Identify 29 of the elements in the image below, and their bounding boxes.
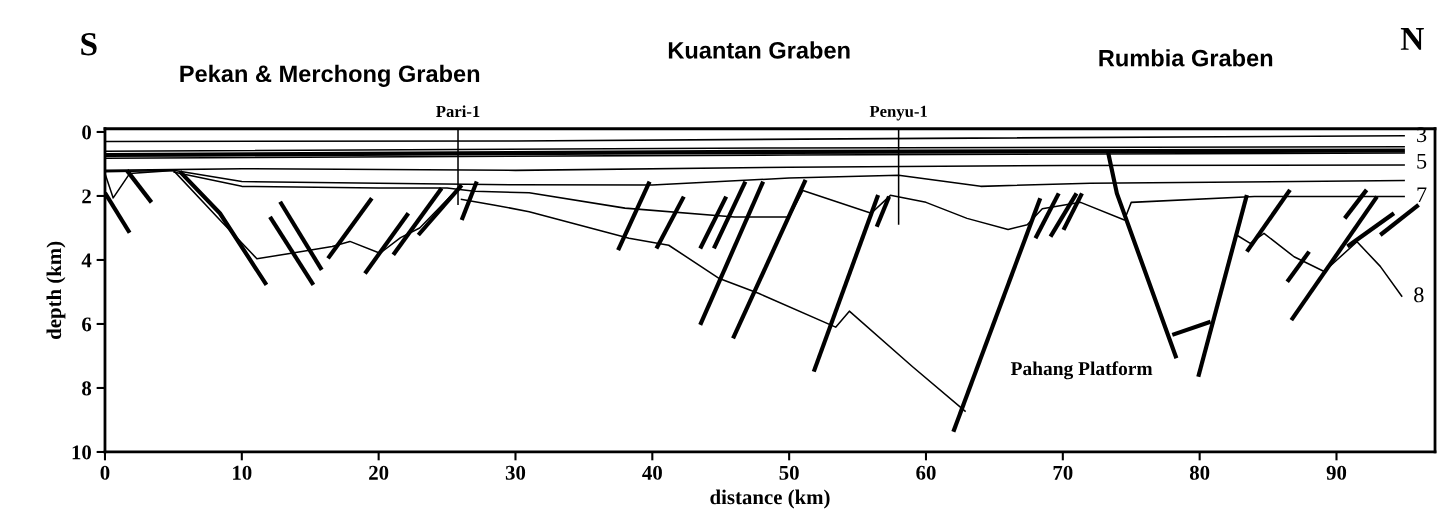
x-tick-label: 30 [505,465,526,480]
y-tick-label: 8 [82,381,92,396]
text: Pekan & Merchong Graben [180,64,480,87]
x-tick-label: 90 [1326,465,1347,480]
x-tick-label: 40 [642,465,662,480]
x-tick-label: 50 [779,465,799,480]
x-tick-label: 20 [369,465,389,480]
series-label: Penyu-1 [869,105,927,121]
y-tick-label: 0 [82,125,91,140]
series-label: 5 [1417,153,1427,169]
annotation: Pahang Platform [1010,361,1153,380]
y-axis-title: depth (km) [46,241,66,340]
y-tick-label: 6 [82,317,92,332]
x-tick-label: 60 [916,465,936,480]
x-tick-label: 70 [1053,465,1073,480]
series-label: 8 [1414,287,1424,303]
text: N [1400,28,1424,50]
series-label: Pari-1 [436,105,480,118]
series-label: 7 [1417,187,1427,202]
y-tick-label: 10 [72,445,91,460]
text: Kuantan Graben [668,41,850,59]
x-tick-label: 10 [233,465,252,480]
x-tick-label: 80 [1189,465,1210,480]
x-tick-label: 0 [100,465,110,480]
text: S [81,33,97,56]
y-tick-label: 2 [82,189,91,204]
y-tick-label: 4 [81,253,92,268]
x-axis-title: distance (km) [710,489,830,509]
text: Rumbia Graben [1099,49,1273,67]
